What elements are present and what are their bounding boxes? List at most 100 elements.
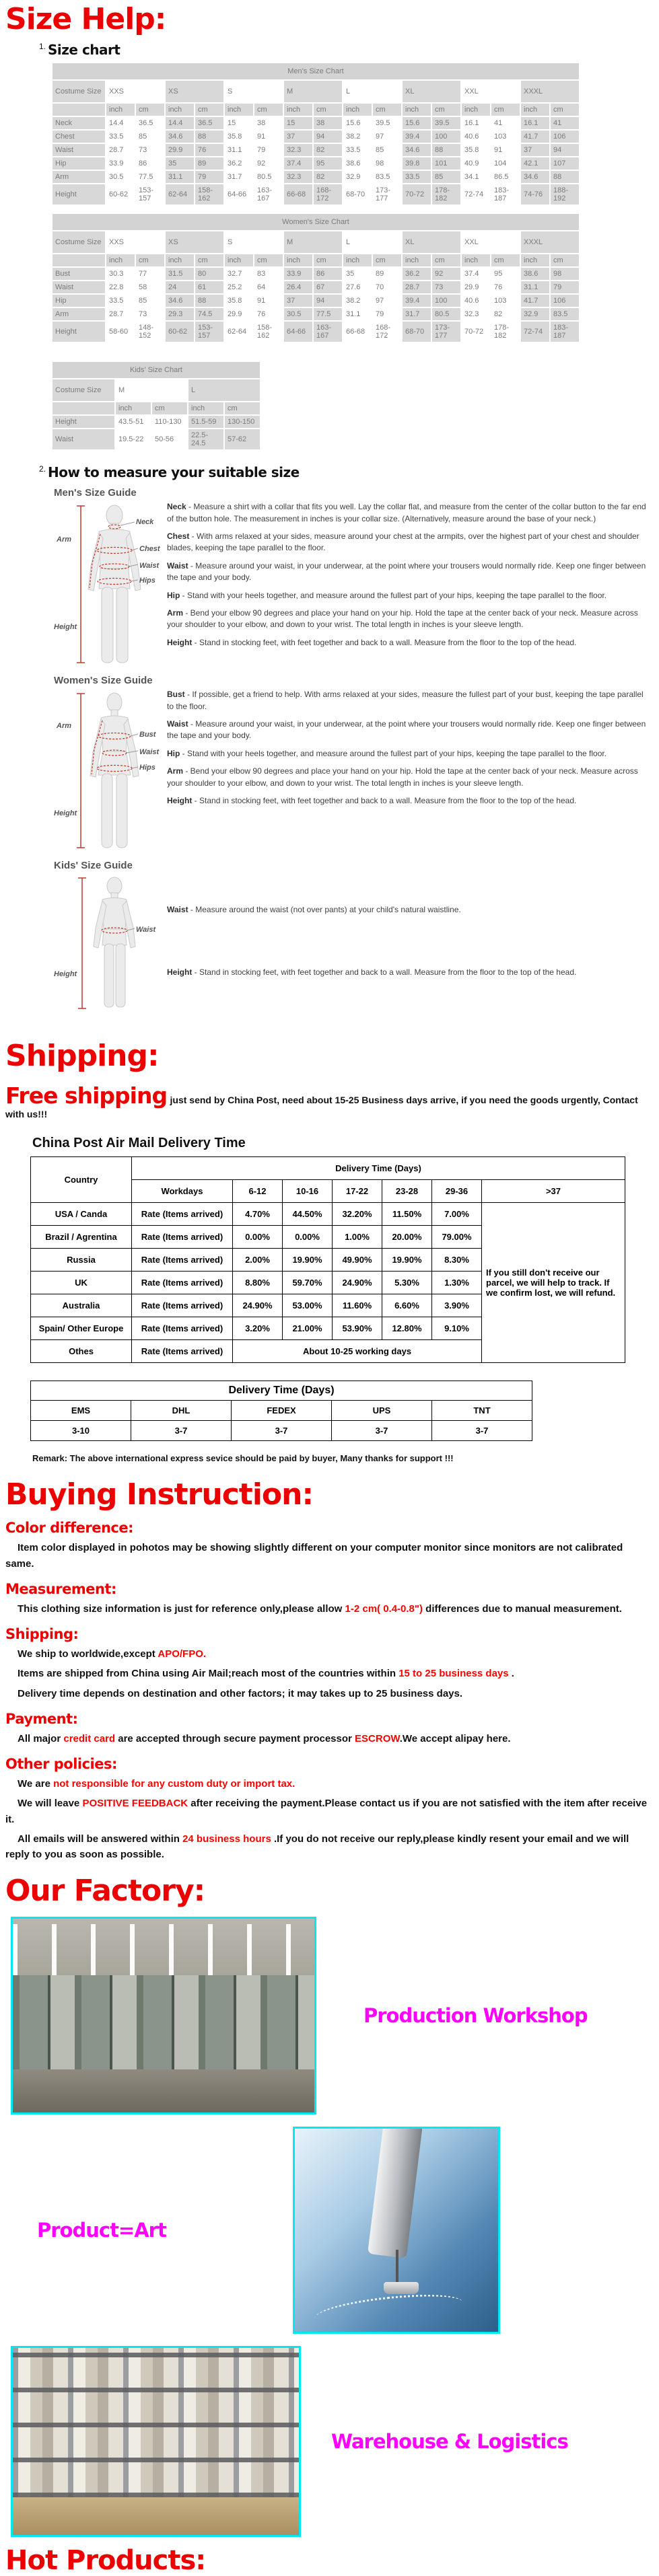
- size-value-cell: 82: [314, 171, 342, 184]
- carrier-header: UPS: [331, 1400, 432, 1422]
- size-value-cell: 183-187: [551, 322, 579, 342]
- size-column-header: XXL: [462, 81, 520, 103]
- size-column-header: XS: [166, 81, 223, 103]
- size-value-cell: 33.5: [403, 171, 431, 184]
- buying-paragraph: Item color displayed in pohotos may be s…: [5, 1540, 650, 1572]
- rate-value-cell: 32.20%: [332, 1202, 382, 1226]
- size-table-row: Waist 28.7 73 29.9 76 31.1 79 32.3 82 33.5 85 34.6 8…: [53, 144, 579, 157]
- measurement-row-label: Arm: [53, 171, 105, 184]
- rate-value-cell: 53.90%: [332, 1317, 382, 1341]
- size-value-cell: 178-182: [432, 184, 460, 205]
- size-value-cell: 39.4: [403, 295, 431, 307]
- unit-header: inch: [521, 254, 549, 267]
- shipping-heading: Shipping:: [5, 1038, 160, 1073]
- factory-row-warehouse: Warehouse & Logistics: [11, 2345, 659, 2537]
- size-value-cell: 36.2: [403, 268, 431, 281]
- body-text: .We accept alipay here.: [399, 1732, 511, 1744]
- size-value-cell: 19.5-22: [116, 429, 151, 450]
- womens-guide-text: Bust - If possible, get a friend to help…: [167, 689, 652, 853]
- rate-value-cell: 12.80%: [382, 1317, 432, 1341]
- size-value-cell: 15.6: [343, 117, 372, 130]
- size-chart-section-title: 1. Size chart: [39, 42, 659, 58]
- size-value-cell: 86: [314, 268, 342, 281]
- size-value-cell: 34.1: [462, 171, 490, 184]
- size-table-row: Arm 28.7 73 29.3 74.5 29.9 76 30.5 77.5 31.1 79 31.…: [53, 308, 579, 321]
- size-column-header: M: [116, 379, 187, 402]
- body-text: Item color displayed in pohotos may be s…: [5, 1542, 623, 1570]
- size-value-cell: 130-150: [225, 416, 260, 429]
- kids-mannequin-figure: Waist Height: [54, 877, 156, 1009]
- size-value-cell: 32.3: [284, 171, 312, 184]
- measurement-row-label: Height: [53, 416, 114, 429]
- rate-value-cell: 7.00%: [431, 1202, 482, 1226]
- unit-header: inch: [188, 402, 223, 415]
- rate-value-cell: 2.00%: [232, 1248, 283, 1272]
- size-value-cell: 36.5: [195, 117, 223, 130]
- carrier-days-cell: 3-7: [131, 1420, 232, 1442]
- guide-item-term: Hip: [167, 590, 180, 600]
- unit-header: cm: [373, 254, 401, 267]
- size-column-header: XXS: [106, 81, 164, 103]
- mens-size-chart: Men's Size Chart Costume Size XXS XS S M L XL XX…: [51, 62, 659, 206]
- china-post-delivery-table: Country Delivery Time (Days) Workdays 6-12 1…: [0, 1156, 659, 1364]
- size-value-cell: 31.5: [166, 268, 194, 281]
- size-value-cell: 107: [551, 157, 579, 170]
- size-value-cell: 37.4: [284, 157, 312, 170]
- highlighted-text: 15 to 25 business days: [398, 1668, 509, 1680]
- rate-value-cell: 1.00%: [332, 1225, 382, 1249]
- guide-item-term: Arm: [167, 608, 184, 618]
- size-value-cell: 38.6: [343, 157, 372, 170]
- unit-header: cm: [136, 254, 164, 267]
- rate-value-cell: 24.90%: [232, 1294, 283, 1318]
- size-column-header: XXXL: [521, 81, 579, 103]
- size-value-cell: 168-172: [314, 184, 342, 205]
- size-table-title: Women's Size Chart: [53, 214, 579, 231]
- unit-header: cm: [551, 104, 579, 116]
- unit-header: inch: [225, 254, 253, 267]
- size-value-cell: 27.6: [343, 281, 372, 294]
- embroidery-stitch-line: [314, 2289, 464, 2330]
- size-value-cell: 30.5: [106, 171, 135, 184]
- unit-header: inch: [521, 104, 549, 116]
- sewing-machine-photo: [293, 2126, 500, 2334]
- size-value-cell: 58: [136, 281, 164, 294]
- body-text: after receiving the payment.Please conta…: [5, 1798, 648, 1825]
- buying-paragraph: We are not responsible for any custom du…: [5, 1776, 650, 1792]
- body-text: This clothing size information is just f…: [18, 1603, 345, 1615]
- size-value-cell: 62-64: [225, 322, 253, 342]
- size-value-cell: 38.2: [343, 131, 372, 143]
- size-value-cell: 94: [314, 295, 342, 307]
- size-value-cell: 80.5: [432, 308, 460, 321]
- size-value-cell: 66-68: [343, 322, 372, 342]
- size-value-cell: 98: [551, 268, 579, 281]
- highlighted-text: APO/FPO.: [158, 1648, 207, 1660]
- delivery-row: USA / Canda Rate (Items arrived) 4.70% 44.5…: [30, 1202, 625, 1364]
- size-value-cell: 28.7: [106, 144, 135, 157]
- unit-header: inch: [343, 254, 372, 267]
- guide-item: Height - Stand in stocking feet, with fe…: [167, 637, 577, 647]
- size-value-cell: 62-64: [166, 184, 194, 205]
- our-factory-heading: Our Factory:: [5, 1874, 205, 1909]
- country-cell: Australia: [30, 1294, 132, 1318]
- size-value-cell: 91: [491, 144, 520, 157]
- size-value-cell: 158-162: [195, 184, 223, 205]
- country-cell: Othes: [30, 1339, 132, 1364]
- express-delivery-table: Delivery Time (Days) EMS DHL FEDEX UPS TNT 3-1…: [0, 1381, 659, 1442]
- highlighted-text: credit card: [63, 1732, 116, 1744]
- country-cell: UK: [30, 1271, 132, 1295]
- size-value-cell: 70: [373, 281, 401, 294]
- figure-label-neck: Neck: [136, 518, 154, 526]
- buying-subheading: Color difference:: [5, 1520, 134, 1537]
- unit-header: cm: [195, 104, 223, 116]
- size-value-cell: 60-62: [106, 184, 135, 205]
- size-table-title: Men's Size Chart: [53, 63, 579, 80]
- guide-item-term: Height: [167, 967, 193, 977]
- size-value-cell: 35: [166, 157, 194, 170]
- buying-instruction-body: Color difference: Item color displayed in…: [0, 1520, 659, 1862]
- unit-header: cm: [314, 254, 342, 267]
- rate-label-cell: Rate (Items arrived): [131, 1202, 233, 1226]
- rate-value-cell: 44.50%: [282, 1202, 333, 1226]
- womens-size-guide-title: Women's Size Guide: [54, 675, 153, 687]
- size-value-cell: 95: [314, 157, 342, 170]
- factory-row-workshop: Production Workshop: [11, 1916, 659, 2114]
